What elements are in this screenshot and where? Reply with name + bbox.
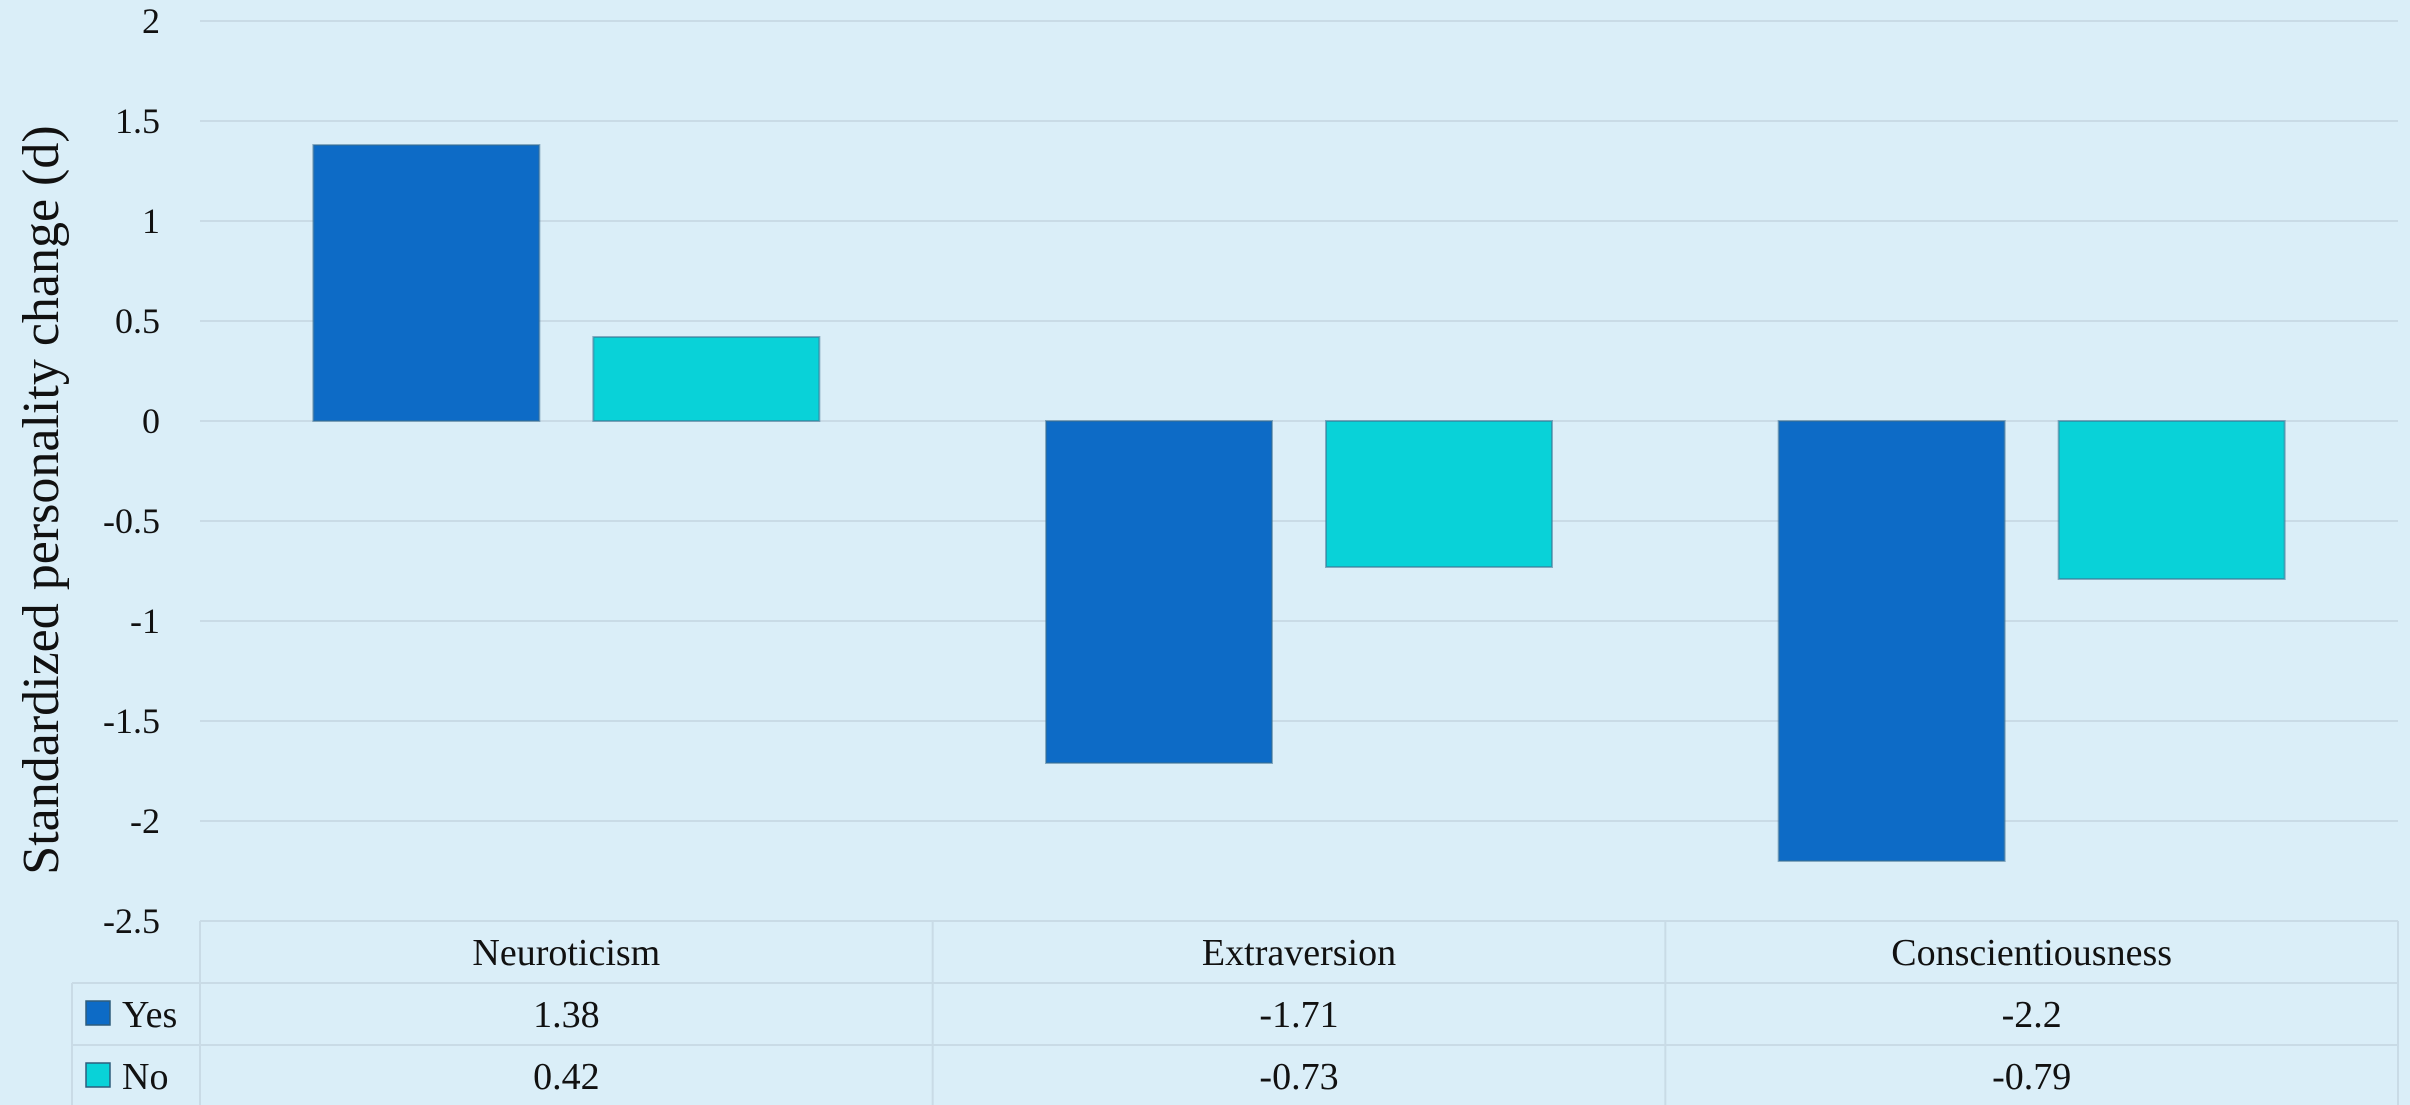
bar-no-conscientiousness <box>2057 420 2286 580</box>
y-axis-tick-labels: 2 1.5 1 0.5 0 -0.5 -1 -1.5 -2 -2.5 <box>103 1 160 941</box>
data-label: 1.38 <box>533 994 600 1036</box>
y-axis-label: Standardized personality change (d) <box>13 125 70 874</box>
y-tick-label: -0.5 <box>103 501 160 541</box>
gridlines <box>200 20 2398 822</box>
y-tick-label: 1 <box>142 201 160 241</box>
bar-yes-neuroticism <box>312 144 541 422</box>
data-label: -0.73 <box>1259 1056 1338 1098</box>
data-label: -2.2 <box>2002 994 2062 1036</box>
y-tick-label: 2 <box>142 1 160 41</box>
y-tick-label: -2.5 <box>103 901 160 941</box>
y-tick-label: -1 <box>130 601 160 641</box>
y-tick-label: 0.5 <box>115 301 160 341</box>
data-label: -0.79 <box>1992 1056 2071 1098</box>
y-tick-label: -2 <box>130 801 160 841</box>
bar-yes-conscientiousness <box>1777 420 2006 862</box>
bars <box>312 144 2286 862</box>
legend-label: No <box>122 1056 168 1098</box>
y-tick-label: -1.5 <box>103 701 160 741</box>
category-label: Conscientiousness <box>1891 932 2172 974</box>
legend-label: Yes <box>122 994 177 1036</box>
data-table: Neuroticism Extraversion Conscientiousness… <box>71 920 2399 1105</box>
data-label: -1.71 <box>1259 994 1338 1036</box>
bar-no-extraversion <box>1325 420 1553 568</box>
data-label: 0.42 <box>533 1056 600 1098</box>
category-label: Neuroticism <box>472 932 660 974</box>
bar-no-neuroticism <box>592 336 821 422</box>
legend-swatch-yes <box>85 1000 111 1026</box>
category-label: Extraversion <box>1202 932 1396 974</box>
bar-yes-extraversion <box>1045 420 1273 764</box>
y-tick-label: 1.5 <box>115 101 160 141</box>
y-tick-label: 0 <box>142 401 160 441</box>
legend-swatch-no <box>85 1062 111 1088</box>
